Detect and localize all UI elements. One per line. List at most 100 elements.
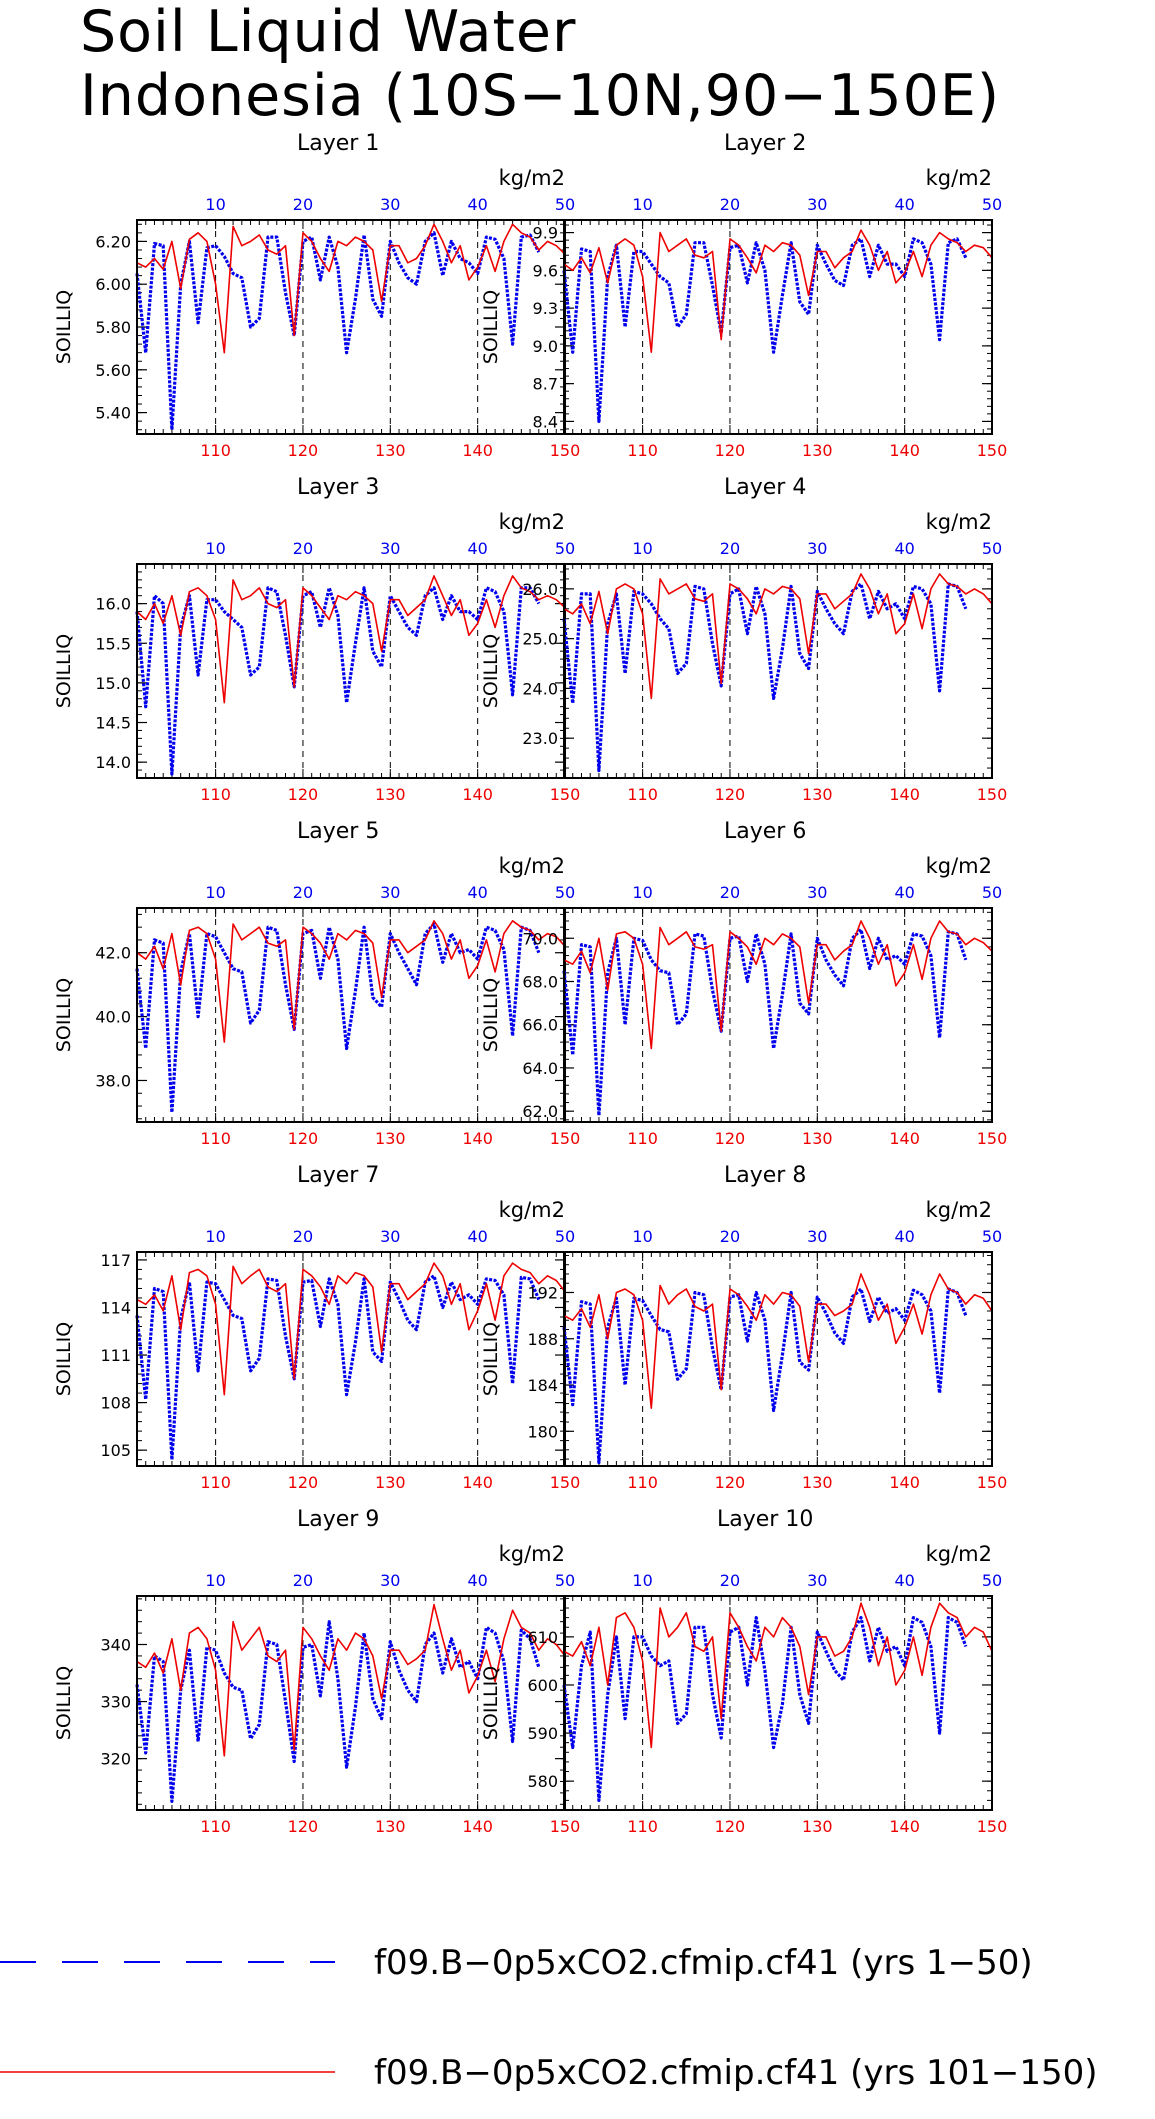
chart-panel-2: Layer 2 kg/m2 SOILLIQ 8.4 8.7 9.0 9.3 9.6 9.9 110… xyxy=(480,131,1007,460)
y-tick-label: 6.20 xyxy=(95,232,131,251)
y-axis-label: SOILLIQ xyxy=(53,1666,75,1740)
chart-title: Layer 7 xyxy=(297,1163,379,1188)
top-tick-label: 50 xyxy=(982,1227,1002,1246)
top-tick-label: 30 xyxy=(380,539,400,558)
y-tick-label: 26.0 xyxy=(522,580,558,599)
y-tick-label: 9.6 xyxy=(533,261,558,280)
top-tick-label: 10 xyxy=(205,1571,225,1590)
chart-panel-1: Layer 1 kg/m2 SOILLIQ 5.40 5.60 5.80 6.00 6.20 1… xyxy=(53,131,580,460)
series-line-yrs-1-50 xyxy=(135,586,541,776)
series-line-yrs-101-150 xyxy=(136,223,566,354)
x-tick-label: 120 xyxy=(288,1473,319,1492)
top-tick-label: 40 xyxy=(467,1227,487,1246)
x-tick-label: 130 xyxy=(802,785,833,804)
series-line-yrs-101-150 xyxy=(563,920,993,1050)
x-tick-label: 110 xyxy=(627,1129,658,1148)
x-tick-label: 150 xyxy=(977,1129,1008,1148)
x-tick-label: 120 xyxy=(288,441,319,460)
y-tick-label: 42.0 xyxy=(95,944,131,963)
top-tick-label: 50 xyxy=(555,883,575,902)
y-tick-label: 184 xyxy=(527,1376,558,1395)
plot-frame xyxy=(563,1595,993,1811)
top-tick-label: 20 xyxy=(293,1571,313,1590)
x-tick-label: 150 xyxy=(977,441,1008,460)
top-tick-label: 50 xyxy=(982,1571,1002,1590)
y-axis-label: SOILLIQ xyxy=(480,290,502,364)
top-tick-label: 10 xyxy=(205,539,225,558)
chart-title: Layer 9 xyxy=(297,1507,379,1532)
y-tick-label: 6.00 xyxy=(95,275,131,294)
y-tick-label: 117 xyxy=(100,1251,131,1270)
units-label: kg/m2 xyxy=(499,510,565,534)
series-line-yrs-1-50 xyxy=(562,927,968,1118)
top-tick-label: 50 xyxy=(982,883,1002,902)
plot-frame xyxy=(563,907,993,1123)
series-line-yrs-1-50 xyxy=(562,582,968,773)
y-tick-label: 68.0 xyxy=(522,972,558,991)
top-tick-label: 40 xyxy=(894,195,914,214)
units-label: kg/m2 xyxy=(926,1542,992,1566)
series-line-yrs-1-50 xyxy=(135,1620,541,1804)
y-tick-label: 108 xyxy=(100,1394,131,1413)
x-tick-label: 140 xyxy=(889,441,920,460)
units-label: kg/m2 xyxy=(499,166,565,190)
top-tick-label: 20 xyxy=(720,1227,740,1246)
y-tick-label: 600 xyxy=(527,1676,558,1695)
chart-panel-7: Layer 7 kg/m2 SOILLIQ 105 108 111 114 117 110 120… xyxy=(53,1163,580,1492)
x-tick-label: 110 xyxy=(627,1817,658,1836)
y-tick-label: 15.5 xyxy=(95,634,131,653)
chart-panel-4: Layer 4 kg/m2 SOILLIQ 23.0 24.0 25.0 26.0 110 12… xyxy=(480,475,1007,804)
series-line-yrs-101-150 xyxy=(136,1603,566,1757)
chart-panel-5: Layer 5 kg/m2 SOILLIQ 38.0 40.0 42.0 110 120 130… xyxy=(53,819,580,1148)
y-tick-label: 5.40 xyxy=(95,404,131,423)
units-label: kg/m2 xyxy=(499,1198,565,1222)
plot-frame xyxy=(563,219,993,435)
top-tick-label: 30 xyxy=(807,539,827,558)
top-tick-label: 50 xyxy=(982,195,1002,214)
top-tick-label: 50 xyxy=(555,195,575,214)
top-tick-label: 10 xyxy=(205,195,225,214)
x-tick-label: 130 xyxy=(802,441,833,460)
chart-title: Layer 2 xyxy=(724,131,806,156)
x-tick-label: 130 xyxy=(375,1473,406,1492)
legend-label: f09.B−0p5xCO2.cfmip.cf41 (yrs 1−50) xyxy=(374,1943,1033,1983)
y-tick-label: 9.0 xyxy=(533,337,558,356)
x-tick-label: 120 xyxy=(288,1817,319,1836)
top-tick-label: 40 xyxy=(894,539,914,558)
series-line-yrs-1-50 xyxy=(562,1287,968,1465)
top-tick-label: 10 xyxy=(632,1571,652,1590)
x-tick-label: 120 xyxy=(715,1817,746,1836)
top-tick-label: 30 xyxy=(807,195,827,214)
series-line-yrs-1-50 xyxy=(562,1615,968,1803)
y-tick-label: 5.60 xyxy=(95,361,131,380)
y-tick-label: 25.0 xyxy=(522,630,558,649)
top-tick-label: 40 xyxy=(894,1571,914,1590)
top-tick-label: 40 xyxy=(894,1227,914,1246)
x-tick-label: 110 xyxy=(200,1129,231,1148)
x-tick-label: 120 xyxy=(715,785,746,804)
x-tick-label: 130 xyxy=(375,441,406,460)
plot-frame xyxy=(563,563,993,779)
y-tick-label: 192 xyxy=(527,1283,558,1302)
title-line-1: Soil Liquid Water xyxy=(80,0,577,65)
chart-panel-10: Layer 10 kg/m2 SOILLIQ 580 590 600 610 110 120 13… xyxy=(480,1507,1007,1836)
y-axis-label: SOILLIQ xyxy=(53,1322,75,1396)
y-tick-label: 5.80 xyxy=(95,318,131,337)
y-tick-label: 9.9 xyxy=(533,224,558,243)
top-tick-label: 50 xyxy=(555,1571,575,1590)
chart-title: Layer 3 xyxy=(297,475,379,500)
y-tick-label: 111 xyxy=(100,1346,131,1365)
top-tick-label: 10 xyxy=(205,1227,225,1246)
page-title: Soil Liquid Water Indonesia (10S−10N,90−… xyxy=(80,0,1000,128)
y-axis-label: SOILLIQ xyxy=(480,978,502,1052)
x-tick-label: 150 xyxy=(550,441,581,460)
top-tick-label: 10 xyxy=(632,539,652,558)
top-tick-label: 40 xyxy=(467,883,487,902)
y-tick-label: 580 xyxy=(527,1772,558,1791)
series-line-yrs-101-150 xyxy=(136,1262,566,1396)
title-line-2: Indonesia (10S−10N,90−150E) xyxy=(80,63,1001,129)
series-line-yrs-101-150 xyxy=(563,1602,993,1749)
y-tick-label: 188 xyxy=(527,1330,558,1349)
series-line-yrs-101-150 xyxy=(563,229,993,354)
y-axis-label: SOILLIQ xyxy=(480,1666,502,1740)
